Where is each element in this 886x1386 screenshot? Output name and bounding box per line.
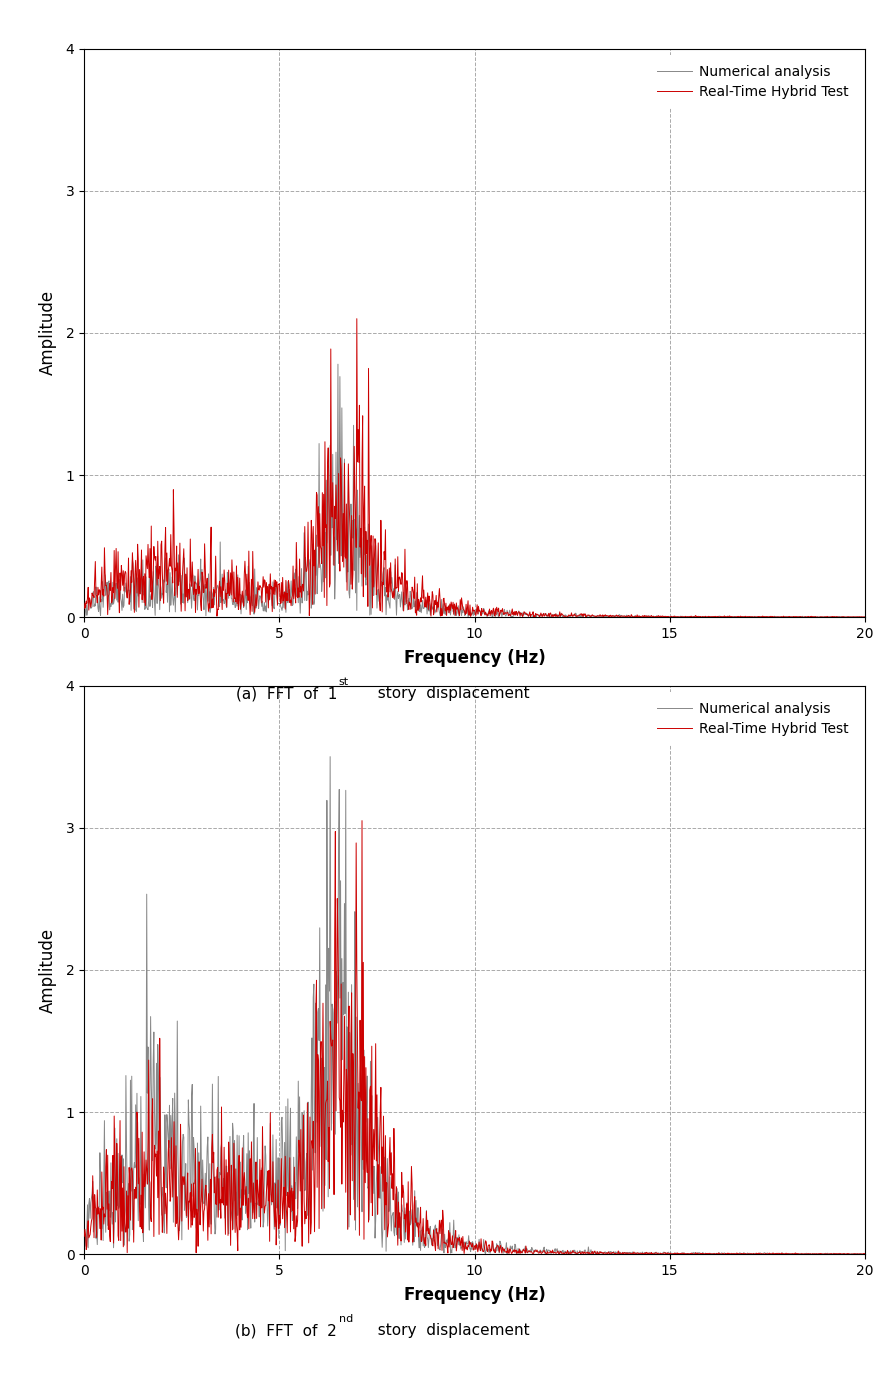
Real-Time Hybrid Test [596, 607, 607, 624]
Text: (b)  FFT  of  2: (b) FFT of 2 [235, 1324, 337, 1337]
Real-Time Hybrid Test [677, 1245, 688, 1261]
Real-Time Hybrid Test [569, 606, 579, 622]
Numerical analysis [332, 356, 343, 373]
Text: nd: nd [338, 1314, 353, 1325]
Y-axis label: Amplitude: Amplitude [39, 927, 58, 1013]
Numerical analysis [338, 974, 348, 991]
Numerical analysis [569, 1242, 579, 1258]
Real-Time Hybrid Test [834, 608, 844, 625]
Numerical analysis [678, 1245, 688, 1261]
Numerical analysis [324, 748, 335, 765]
X-axis label: Frequency (Hz): Frequency (Hz) [403, 650, 545, 667]
Numerical analysis [677, 608, 688, 625]
Real-Time Hybrid Test [257, 581, 268, 597]
Real-Time Hybrid Test [749, 1246, 759, 1263]
Line: Real-Time Hybrid Test: Real-Time Hybrid Test [84, 821, 864, 1254]
Real-Time Hybrid Test [337, 1102, 347, 1119]
Numerical analysis [677, 1246, 688, 1263]
Line: Real-Time Hybrid Test: Real-Time Hybrid Test [84, 319, 864, 617]
Real-Time Hybrid Test [569, 1245, 579, 1261]
Numerical analysis [324, 437, 335, 453]
Text: story  displacement: story displacement [368, 686, 529, 701]
Numerical analysis [79, 604, 89, 621]
Real-Time Hybrid Test [596, 1245, 607, 1261]
Real-Time Hybrid Test [79, 600, 89, 617]
Legend: Numerical analysis, Real-Time Hybrid Test: Numerical analysis, Real-Time Hybrid Tes… [647, 693, 857, 746]
Numerical analysis [257, 1184, 268, 1200]
Real-Time Hybrid Test [79, 1228, 89, 1245]
Y-axis label: Amplitude: Amplitude [39, 290, 58, 376]
Numerical analysis [775, 608, 786, 625]
Real-Time Hybrid Test [351, 310, 361, 327]
Real-Time Hybrid Test [337, 553, 347, 570]
Numerical analysis [596, 608, 607, 625]
Legend: Numerical analysis, Real-Time Hybrid Test: Numerical analysis, Real-Time Hybrid Tes… [647, 55, 857, 108]
Numerical analysis [257, 593, 268, 610]
Real-Time Hybrid Test [677, 608, 688, 625]
Numerical analysis [79, 1225, 89, 1242]
Real-Time Hybrid Test [324, 1013, 335, 1030]
Real-Time Hybrid Test [324, 575, 335, 592]
Real-Time Hybrid Test [257, 1119, 268, 1135]
Numerical analysis [596, 1245, 607, 1261]
Line: Numerical analysis: Numerical analysis [84, 757, 864, 1254]
Text: (a)  FFT  of  1: (a) FFT of 1 [236, 686, 337, 701]
Text: st: st [338, 678, 348, 687]
X-axis label: Frequency (Hz): Frequency (Hz) [403, 1286, 545, 1304]
Line: Numerical analysis: Numerical analysis [84, 365, 864, 617]
Numerical analysis [859, 1245, 869, 1261]
Numerical analysis [859, 608, 869, 625]
Real-Time Hybrid Test [859, 1246, 869, 1263]
Real-Time Hybrid Test [859, 608, 869, 625]
Numerical analysis [338, 553, 348, 570]
Numerical analysis [569, 607, 579, 624]
Real-Time Hybrid Test [356, 812, 367, 829]
Text: story  displacement: story displacement [368, 1324, 529, 1337]
Numerical analysis [325, 969, 336, 985]
